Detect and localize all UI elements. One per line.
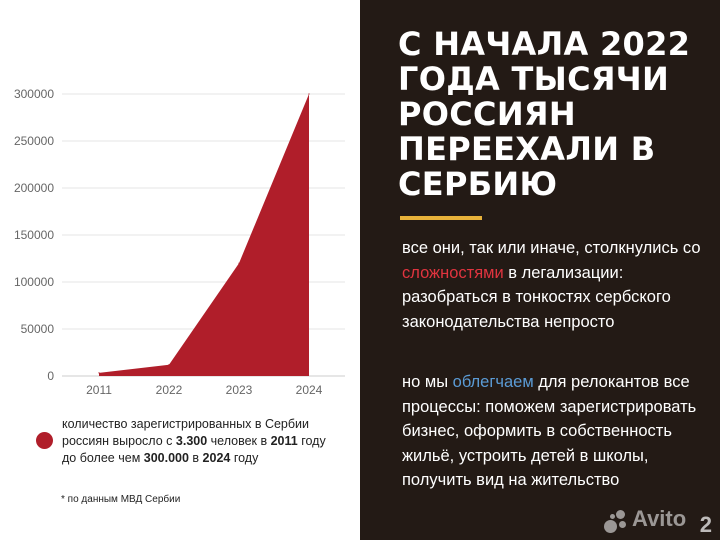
legend-marker [36,432,53,449]
x-tick-label: 2024 [296,383,323,397]
x-axis-ticks: 2011 2022 2023 2024 [86,383,323,397]
data-point [238,262,240,264]
y-axis-ticks: 0 50000 100000 150000 200000 250000 300000 [14,87,54,383]
highlight-difficulties: сложностями [402,263,504,282]
x-tick-label: 2023 [226,383,253,397]
y-tick-label: 300000 [14,87,54,101]
area-chart: 0 50000 100000 150000 200000 250000 300000 201… [14,87,345,397]
chart-area [98,93,310,376]
avito-dots-icon [602,508,630,534]
paragraph-difficulties: все они, так или иначе, столкнулись со с… [402,239,701,331]
x-tick-label: 2022 [156,383,183,397]
source-footnote: * по данным МВД Сербии [61,494,181,505]
data-point [98,372,100,374]
avito-logo-text: Avito [632,506,687,531]
headline: С НАЧАЛА 2022 ГОДА ТЫСЯЧИ РОССИЯН ПЕРЕЕХ… [398,25,691,203]
y-tick-label: 250000 [14,134,54,148]
image-index: 2 [699,512,712,537]
chart-panel: 0 50000 100000 150000 200000 250000 300000 201… [13,87,345,505]
text-panel: С НАЧАЛА 2022 ГОДА ТЫСЯЧИ РОССИЯН ПЕРЕЕХ… [360,0,720,540]
paragraph-services: но мы облегчаем для релокантов все проце… [402,373,697,489]
data-point [168,364,170,366]
legend-text: количество зарегистрированных в Сербии р… [62,417,326,465]
y-tick-label: 50000 [21,322,55,336]
data-point [308,93,310,95]
highlight-easier: облегчаем [452,373,534,391]
accent-bar [400,216,482,220]
x-tick-label: 2011 [86,383,112,397]
area-series [99,94,309,376]
avito-watermark: Avito 2 [602,506,712,537]
y-tick-label: 150000 [14,228,54,242]
y-tick-label: 200000 [14,181,54,195]
y-tick-label: 0 [47,369,54,383]
y-tick-label: 100000 [14,275,54,289]
chart-grid [62,93,345,377]
